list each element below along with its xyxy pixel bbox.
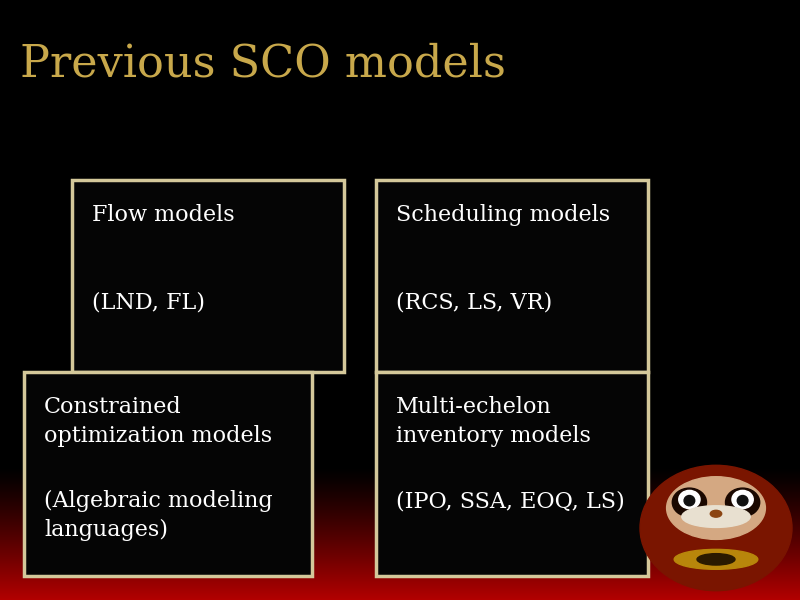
Ellipse shape (672, 488, 706, 517)
Ellipse shape (726, 488, 760, 517)
Text: Multi-echelon
inventory models: Multi-echelon inventory models (396, 396, 591, 447)
Text: Flow models: Flow models (92, 204, 234, 226)
Text: (Algebraic modeling
languages): (Algebraic modeling languages) (44, 490, 273, 541)
Ellipse shape (640, 466, 792, 590)
Text: Previous SCO models: Previous SCO models (20, 42, 506, 85)
Ellipse shape (684, 496, 694, 506)
FancyBboxPatch shape (376, 372, 648, 576)
Ellipse shape (678, 490, 700, 509)
FancyBboxPatch shape (24, 372, 312, 576)
Ellipse shape (697, 554, 735, 565)
Ellipse shape (666, 476, 766, 539)
Text: Constrained
optimization models: Constrained optimization models (44, 396, 272, 447)
Ellipse shape (682, 506, 750, 527)
Ellipse shape (738, 496, 748, 506)
Text: Scheduling models: Scheduling models (396, 204, 610, 226)
FancyBboxPatch shape (376, 180, 648, 372)
Text: (IPO, SSA, EOQ, LS): (IPO, SSA, EOQ, LS) (396, 490, 625, 512)
Ellipse shape (674, 550, 758, 569)
Text: (LND, FL): (LND, FL) (92, 292, 205, 313)
Ellipse shape (710, 511, 722, 517)
Ellipse shape (732, 490, 754, 509)
Text: (RCS, LS, VR): (RCS, LS, VR) (396, 292, 552, 313)
FancyBboxPatch shape (72, 180, 344, 372)
